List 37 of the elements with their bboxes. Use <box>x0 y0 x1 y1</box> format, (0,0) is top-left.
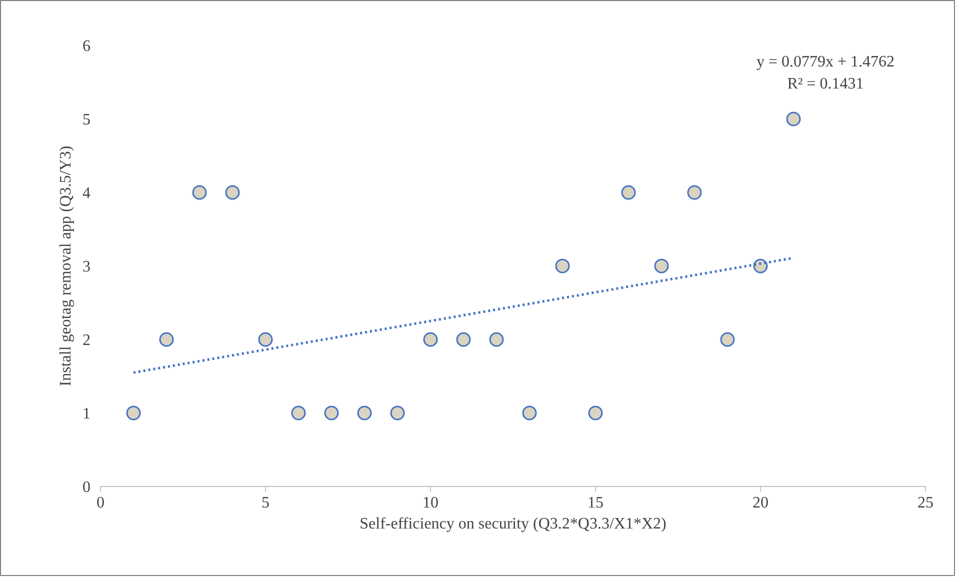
annotation: R² = 0.1431 <box>787 76 864 92</box>
point <box>126 406 141 420</box>
point <box>786 112 801 126</box>
point <box>192 185 207 200</box>
point <box>357 406 372 420</box>
x-tick-label: 20 <box>752 494 768 512</box>
point <box>258 332 273 347</box>
y-axis-title: Install geotag removal app (Q3.5/Y3) <box>58 146 74 386</box>
point <box>555 258 570 274</box>
x-tick-label: 5 <box>262 494 270 512</box>
point <box>489 332 504 347</box>
point <box>720 332 735 347</box>
point <box>324 406 339 420</box>
y-tick-label: 2 <box>82 332 90 349</box>
y-tick-label: 3 <box>82 258 90 276</box>
point <box>588 406 603 420</box>
x-axis-title: Self-efficiency on security (Q3.2*Q3.3/X1*X2) <box>360 516 666 532</box>
point <box>159 332 174 347</box>
point <box>225 185 240 200</box>
point <box>291 406 306 420</box>
x-tick-label: 0 <box>96 494 104 512</box>
y-tick-label: 0 <box>82 479 90 496</box>
y-tick-label: 1 <box>82 406 90 422</box>
y-tick-label: 5 <box>82 112 90 128</box>
point <box>687 185 702 200</box>
x-tick-label: 15 <box>588 494 604 512</box>
y-tick-label: 6 <box>82 38 90 55</box>
point <box>390 406 405 420</box>
point <box>456 332 471 347</box>
point <box>423 332 438 347</box>
x-tick-label: 25 <box>918 494 934 512</box>
x-tick-label: 10 <box>422 494 438 512</box>
y-tick-label: 4 <box>82 185 90 202</box>
point <box>621 185 636 200</box>
point <box>654 258 669 274</box>
annotation: y = 0.0779x + 1.4762 <box>756 54 895 70</box>
point <box>522 406 537 420</box>
